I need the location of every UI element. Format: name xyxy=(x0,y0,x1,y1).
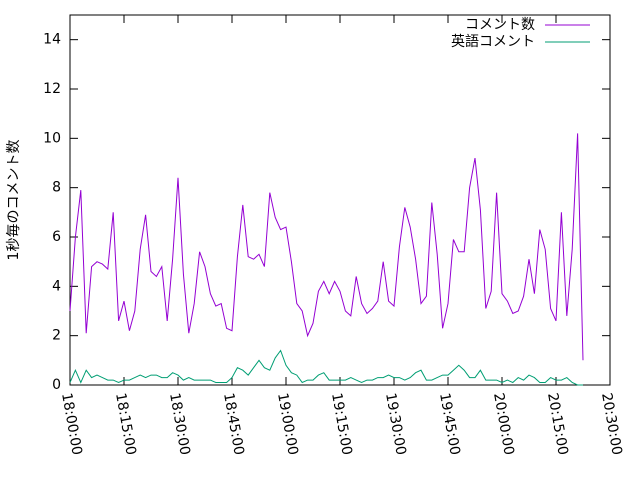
y-tick-label: 6 xyxy=(52,229,61,245)
x-tick-label: 19:45:00 xyxy=(436,392,463,457)
y-tick-label: 2 xyxy=(52,328,61,344)
x-tick-label: 18:30:00 xyxy=(166,392,193,457)
series-line xyxy=(69,349,583,386)
plot-frame xyxy=(69,14,611,386)
y-tick-label: 10 xyxy=(43,130,61,146)
y-tick-label: 14 xyxy=(43,32,61,48)
y-tick-label: 4 xyxy=(52,278,61,294)
legend-label: コメント数 xyxy=(465,17,535,33)
x-tick-label: 19:00:00 xyxy=(274,392,301,457)
x-tick-label: 18:00:00 xyxy=(58,392,85,457)
y-tick-label: 12 xyxy=(43,81,61,97)
legend-label: 英語コメント xyxy=(451,33,535,50)
x-tick-label: 20:15:00 xyxy=(544,392,571,457)
x-tick-label: 20:30:00 xyxy=(598,392,625,457)
x-tick-label: 19:30:00 xyxy=(382,392,409,457)
y-tick-label: 8 xyxy=(52,180,61,196)
x-tick-label: 18:45:00 xyxy=(220,392,247,457)
y-axis-label: 1秒毎のコメント数 xyxy=(6,140,22,261)
x-tick-label: 19:15:00 xyxy=(328,392,355,457)
x-tick-label: 20:00:00 xyxy=(490,392,517,457)
y-tick-label: 0 xyxy=(52,377,61,393)
series-line xyxy=(69,133,584,361)
x-tick-label: 18:15:00 xyxy=(112,392,139,457)
